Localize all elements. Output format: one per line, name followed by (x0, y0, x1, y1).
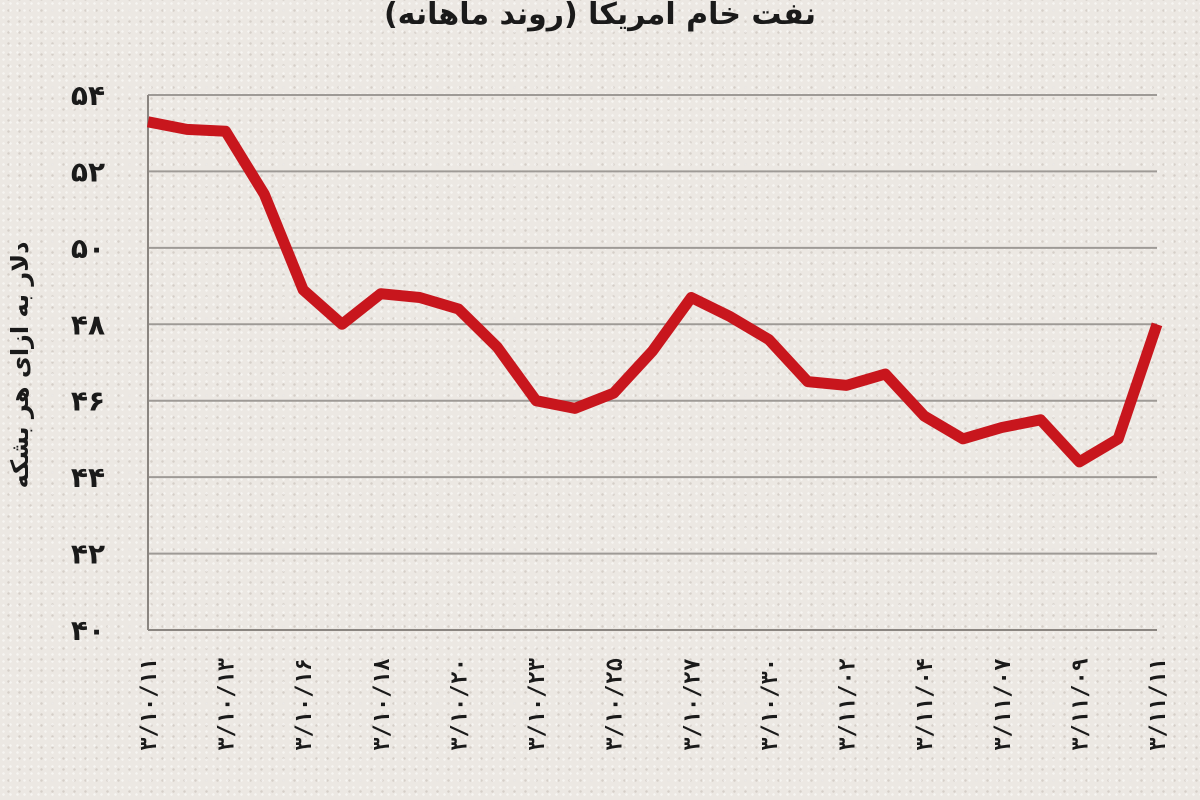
data-point (768, 339, 770, 341)
x-tick-label: ۳/۱۱/۰۲ (836, 658, 861, 751)
data-point (690, 297, 692, 299)
data-point (380, 293, 382, 295)
data-point (535, 400, 537, 402)
data-point (225, 130, 227, 132)
data-point (419, 297, 421, 299)
x-tick-label: ۳/۱۰/۳۰ (758, 658, 783, 751)
x-tick-label: ۳/۱۰/۲۰ (447, 658, 472, 751)
data-point (186, 128, 188, 130)
x-tick-label: ۳/۱۱/۰۴ (913, 658, 938, 751)
x-tick-label: ۳/۱۰/۱۱ (137, 658, 162, 751)
y-axis-ticks: ۴۰ ۴۲ ۴۴ ۴۶ ۴۸ ۵۰ ۵۲ ۵۴ (71, 79, 105, 647)
data-point (457, 308, 459, 310)
data-point (263, 193, 265, 195)
x-tick-label: ۳/۱۱/۱۱ (1146, 658, 1171, 751)
data-point (147, 121, 149, 123)
x-axis-ticks: ۳/۱۰/۱۱ ۳/۱۰/۱۳ ۳/۱۰/۱۶ ۳/۱۰/۱۸ ۳/۱۰/۲۰ ۳/۱۰/… (137, 658, 1171, 751)
x-tick-label: ۳/۱۰/۱۳ (215, 658, 240, 751)
x-tick-label: ۳/۱۰/۱۸ (370, 658, 395, 751)
data-point (1156, 323, 1158, 325)
x-tick-label: ۳/۱۱/۰۹ (1068, 658, 1093, 751)
grid-lines (148, 94, 1157, 555)
y-tick-label: ۵۰ (71, 232, 105, 265)
y-tick-label: ۵۴ (71, 79, 105, 112)
y-tick-label: ۴۸ (71, 308, 105, 341)
data-point (341, 323, 343, 325)
series-line (146, 116, 1163, 468)
data-point (613, 392, 615, 394)
data-point (807, 381, 809, 383)
axes (147, 95, 1157, 631)
x-tick-label: ۳/۱۱/۰۷ (991, 658, 1016, 751)
data-point (846, 384, 848, 386)
data-point (574, 407, 576, 409)
data-point (729, 316, 731, 318)
x-tick-label: ۳/۱۰/۱۶ (292, 658, 317, 751)
x-tick-label: ۳/۱۰/۲۵ (603, 658, 628, 751)
data-point (962, 438, 964, 440)
data-point (1001, 426, 1003, 428)
data-point (652, 350, 654, 352)
y-tick-label: ۴۰ (71, 614, 105, 647)
y-tick-label: ۴۶ (71, 385, 105, 418)
data-point (496, 346, 498, 348)
series-group (146, 116, 1163, 468)
x-tick-label: ۳/۱۰/۲۳ (525, 658, 550, 751)
data-point (1117, 438, 1119, 440)
data-point (302, 289, 304, 291)
data-point (1040, 419, 1042, 421)
y-tick-label: ۴۴ (71, 461, 105, 494)
data-point (1078, 461, 1080, 463)
data-point (884, 373, 886, 375)
data-point (923, 415, 925, 417)
chart-title: نفت خام آمریکا (روند ماهانه) (384, 0, 816, 32)
y-tick-label: ۵۲ (71, 155, 105, 188)
x-tick-label: ۳/۱۰/۲۷ (680, 658, 705, 751)
y-tick-label: ۴۲ (71, 538, 105, 571)
y-axis-label: دلار به ازای هر بشکه (6, 242, 34, 489)
